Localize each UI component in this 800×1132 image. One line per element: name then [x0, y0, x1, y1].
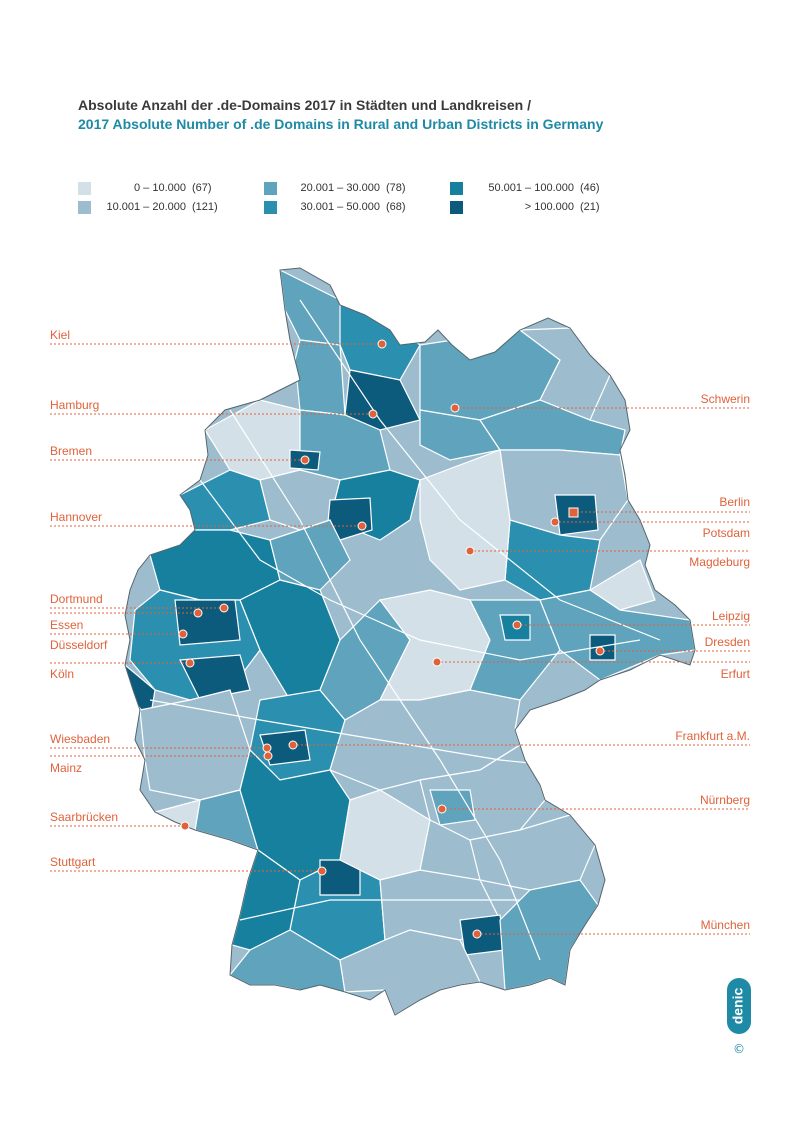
marker-leipzig [512, 620, 522, 630]
label-hamburg: Hamburg [50, 398, 100, 412]
label-mainz: Mainz [50, 761, 83, 775]
marker-dortmund [219, 603, 229, 613]
label-koeln: Köln [50, 667, 75, 681]
marker-nuernberg [437, 804, 447, 814]
marker-stuttgart [317, 866, 327, 876]
marker-duesseldorf [178, 629, 188, 639]
map-title: Absolute Anzahl der .de-Domains 2017 in … [78, 96, 603, 134]
legend-swatch [450, 201, 463, 214]
label-berlin: Berlin [719, 495, 750, 509]
marker-berlin [568, 507, 579, 518]
marker-essen [193, 608, 203, 618]
marker-frankfurt [288, 740, 298, 750]
label-schwerin: Schwerin [700, 392, 750, 406]
marker-magdeburg [465, 546, 475, 556]
label-potsdam: Potsdam [702, 526, 750, 540]
label-nuernberg: Nürnberg [699, 793, 750, 807]
marker-erfurt [432, 657, 442, 667]
legend-swatch [450, 182, 463, 195]
label-leipzig: Leipzig [711, 609, 750, 623]
marker-dresden [595, 646, 605, 656]
marker-kiel [377, 339, 387, 349]
denic-logo: denic [727, 978, 751, 1034]
label-saarbruecken: Saarbrücken [50, 810, 119, 824]
label-dortmund: Dortmund [50, 592, 103, 606]
marker-saarbruecken [180, 821, 190, 831]
label-magdeburg: Magdeburg [689, 555, 750, 569]
legend-swatch [78, 201, 91, 214]
legend-swatch [78, 182, 91, 195]
marker-muenchen [472, 929, 482, 939]
marker-koeln [185, 658, 195, 668]
marker-wiesbaden [262, 743, 272, 753]
marker-potsdam [550, 517, 560, 527]
marker-schwerin [450, 403, 460, 413]
marker-hamburg [368, 409, 378, 419]
marker-hannover [357, 521, 367, 531]
label-wiesbaden: Wiesbaden [50, 732, 111, 746]
legend-swatch [264, 201, 277, 214]
logo-text: denic [730, 988, 746, 1025]
label-kiel: Kiel [50, 328, 71, 342]
copyright-icon: © [733, 1042, 745, 1056]
title-german: Absolute Anzahl der .de-Domains 2017 in … [78, 97, 532, 113]
label-frankfurt: Frankfurt a.M. [675, 729, 750, 743]
marker-bremen [300, 455, 310, 465]
legend-swatch [264, 182, 277, 195]
label-muenchen: München [700, 918, 750, 932]
label-bremen: Bremen [50, 444, 93, 458]
label-dresden: Dresden [704, 635, 750, 649]
svg-text:©: © [733, 1042, 745, 1056]
title-english: 2017 Absolute Number of .de Domains in R… [78, 116, 604, 132]
label-stuttgart: Stuttgart [50, 855, 96, 869]
label-erfurt: Erfurt [720, 667, 750, 681]
label-duesseldorf: Düsseldorf [50, 638, 108, 652]
label-essen: Essen [50, 618, 84, 632]
marker-mainz [263, 751, 273, 761]
label-hannover: Hannover [50, 510, 103, 524]
